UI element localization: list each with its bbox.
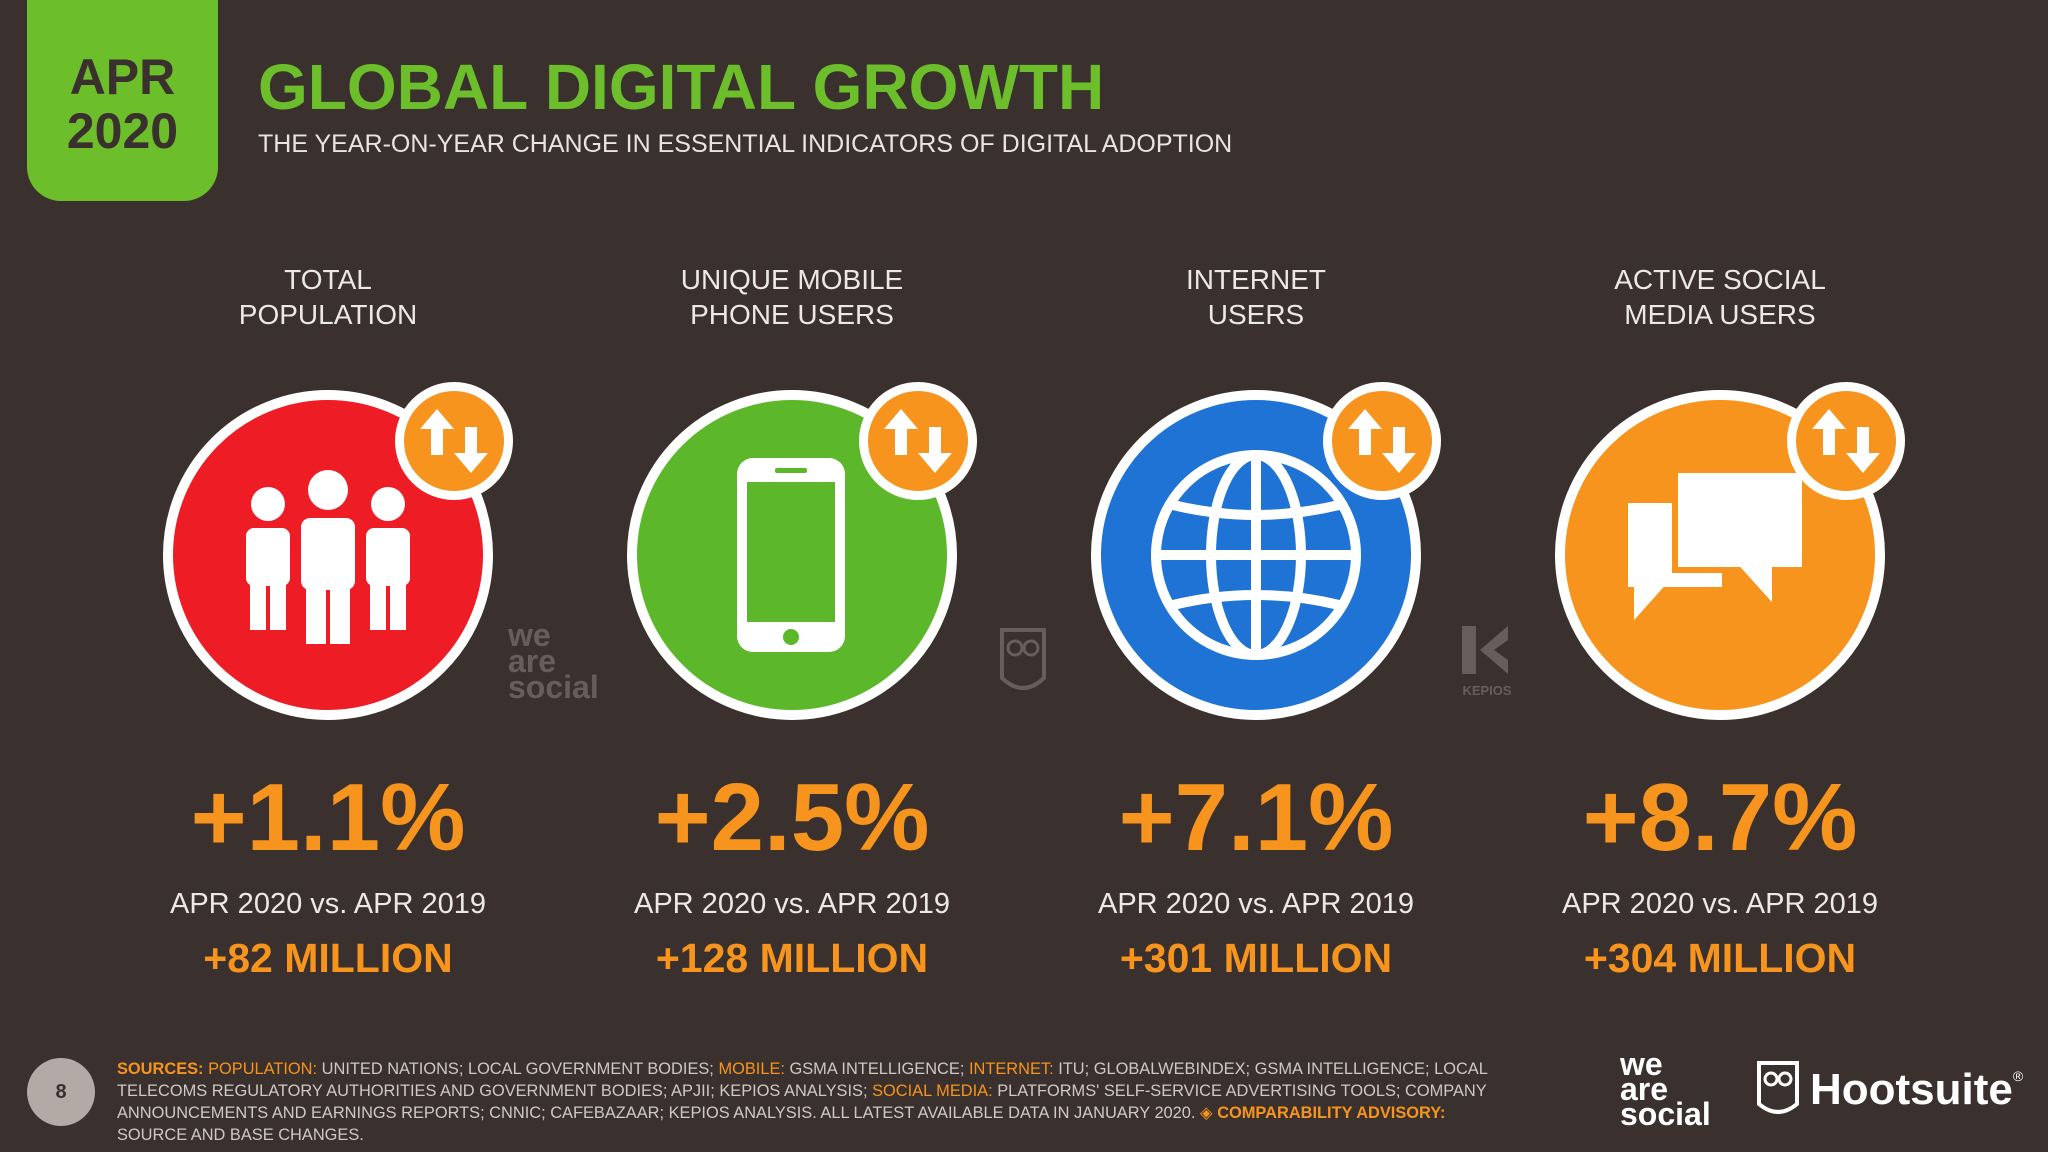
- indicator-label: TOTAL POPULATION: [238, 264, 418, 330]
- absolute-change: +82 MILLION: [203, 935, 453, 981]
- up-down-arrows-icon: [859, 382, 977, 500]
- comparison-period: APR 2020 vs. APR 2019: [634, 888, 950, 920]
- badge-month: APR: [69, 48, 176, 105]
- absolute-change: +304 MILLION: [1583, 935, 1857, 981]
- kepios-label: KEPIOS: [1462, 683, 1512, 698]
- up-down-arrows-icon: [395, 382, 513, 500]
- indicator-social-media: ACTIVE SOCIAL MEDIA USERS +8.7% APR 2020…: [1500, 262, 1940, 982]
- change-percentage: +8.7%: [1582, 764, 1858, 871]
- hootsuite-logo: Hootsuite ®: [1756, 1060, 2023, 1120]
- indicator-population: TOTAL POPULATION: [108, 262, 548, 982]
- absolute-change: +128 MILLION: [655, 935, 929, 981]
- date-badge: APR 2020: [27, 0, 218, 201]
- hootsuite-owl-icon: [1757, 1061, 1799, 1114]
- comparison-period: APR 2020 vs. APR 2019: [170, 888, 486, 920]
- indicator-label: INTERNET USERS: [1186, 264, 1326, 330]
- page-title: GLOBAL DIGITAL GROWTH: [258, 51, 1105, 123]
- up-down-arrows-icon: [1323, 382, 1441, 500]
- up-down-arrows-icon: [1787, 382, 1905, 500]
- indicator-label: ACTIVE SOCIAL MEDIA USERS: [1614, 264, 1826, 330]
- indicator-internet: INTERNET USERS: [1036, 262, 1476, 982]
- change-percentage: +2.5%: [654, 764, 930, 871]
- absolute-change: +301 MILLION: [1119, 935, 1393, 981]
- comparison-period: APR 2020 vs. APR 2019: [1098, 888, 1414, 920]
- hootsuite-owl-watermark-icon: [998, 626, 1048, 703]
- indicator-mobile: UNIQUE MOBILE PHONE USERS +2.5% APR 2020…: [572, 262, 1012, 982]
- change-percentage: +1.1%: [190, 764, 466, 871]
- change-percentage: +7.1%: [1118, 764, 1394, 871]
- kepios-watermark: KEPIOS: [1458, 622, 1516, 698]
- we-are-social-watermark: we are social: [508, 617, 599, 705]
- comparison-period: APR 2020 vs. APR 2019: [1562, 888, 1878, 920]
- indicator-label: UNIQUE MOBILE PHONE USERS: [680, 264, 904, 330]
- page-subtitle: THE YEAR-ON-YEAR CHANGE IN ESSENTIAL IND…: [258, 130, 1233, 158]
- registered-mark: ®: [2012, 1068, 2024, 1084]
- hootsuite-name: Hootsuite: [1810, 1065, 2013, 1114]
- page-number: 8: [27, 1058, 95, 1126]
- kepios-logo-icon: [1462, 626, 1508, 674]
- chat-bubbles-icon: [1555, 390, 1885, 720]
- badge-year: 2020: [66, 102, 179, 159]
- we-are-social-logo: we are social: [1620, 1046, 1711, 1132]
- sources-note: SOURCES: POPULATION: UNITED NATIONS; LOC…: [117, 1060, 1488, 1144]
